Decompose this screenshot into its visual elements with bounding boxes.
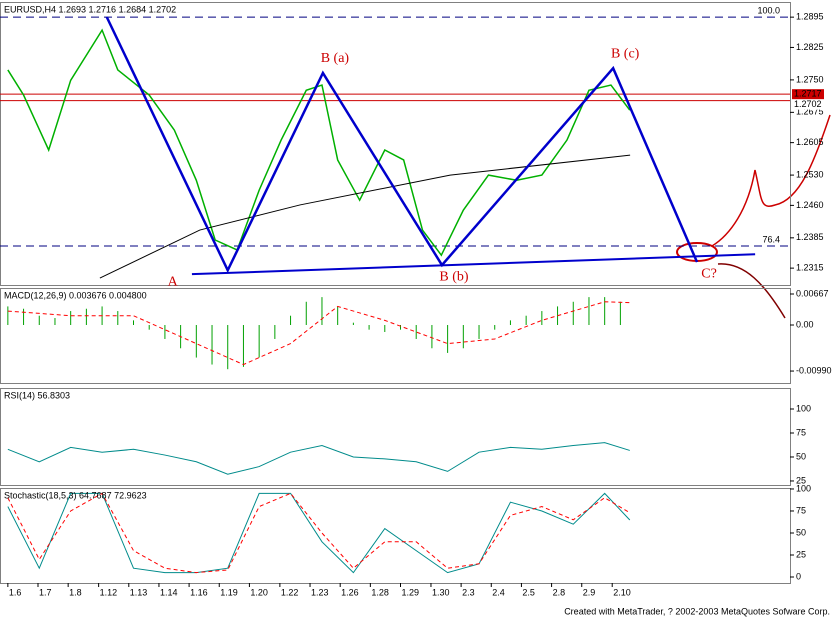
x-tick-label: 1.26 bbox=[341, 587, 359, 597]
y-tick-label: 1.2675 bbox=[796, 107, 824, 117]
series-line bbox=[99, 154, 631, 279]
y-tick-label: 1.2530 bbox=[796, 169, 824, 179]
panel-title: RSI(14) 56.8303 bbox=[4, 390, 70, 400]
wave-label: A bbox=[168, 275, 179, 290]
x-tick-label: 1.16 bbox=[190, 587, 208, 597]
panel-title: Stochastic(18,5,3) 64.7687 72.9623 bbox=[4, 490, 147, 500]
x-tick-label: 2.4 bbox=[492, 587, 505, 597]
x-tick-label: 1.19 bbox=[220, 587, 238, 597]
price-tag-label: 1.2702 bbox=[794, 99, 822, 109]
y-tick-label: 1.2385 bbox=[796, 232, 824, 242]
y-tick-label: 25 bbox=[796, 475, 806, 485]
panel-title: MACD(12,26,9) 0.003676 0.004800 bbox=[4, 290, 147, 300]
y-tick-label: 1.2460 bbox=[796, 200, 824, 210]
panel-title: EURUSD,H4 1.2693 1.2716 1.2684 1.2702 bbox=[4, 4, 176, 14]
footer: Created with MetaTrader, ? 2002-2003 Met… bbox=[564, 606, 830, 616]
x-tick-label: 1.22 bbox=[281, 587, 299, 597]
x-tick-label: 1.6 bbox=[9, 587, 22, 597]
wave-label: C? bbox=[701, 266, 717, 281]
y-tick-label: 0.00667 bbox=[796, 288, 829, 298]
y-tick-label: -0.00990 bbox=[796, 365, 832, 375]
series-line bbox=[7, 28, 631, 257]
x-tick-label: 1.7 bbox=[39, 587, 52, 597]
x-tick-label: 2.8 bbox=[553, 587, 566, 597]
series-line bbox=[7, 442, 630, 475]
y-tick-label: 100 bbox=[796, 403, 811, 413]
series-line bbox=[7, 492, 631, 574]
y-tick-label: 1.2750 bbox=[796, 74, 824, 84]
wave-label: B (b) bbox=[439, 269, 469, 284]
y-tick-label: 50 bbox=[796, 527, 806, 537]
series-line bbox=[7, 492, 631, 574]
wave-label: B (a) bbox=[321, 51, 350, 66]
price-tag bbox=[792, 99, 824, 110]
panel-frame bbox=[0, 2, 791, 286]
forecast-down bbox=[717, 263, 786, 319]
price-tag bbox=[792, 89, 824, 100]
x-tick-label: 1.8 bbox=[69, 587, 82, 597]
y-tick-label: 75 bbox=[796, 505, 806, 515]
x-tick-label: 1.23 bbox=[311, 587, 329, 597]
forecast-up bbox=[711, 114, 831, 247]
x-tick-label: 1.29 bbox=[401, 587, 419, 597]
series-line bbox=[105, 16, 699, 274]
fib-label: 76.4 bbox=[762, 234, 780, 244]
fib-label: 100.0 bbox=[757, 6, 780, 16]
x-tick-label: 1.13 bbox=[130, 587, 148, 597]
y-tick-label: 25 bbox=[796, 549, 806, 559]
x-tick-label: 1.20 bbox=[250, 587, 268, 597]
y-tick-label: 75 bbox=[796, 427, 806, 437]
y-tick-label: 100 bbox=[796, 483, 811, 493]
series-line bbox=[191, 253, 756, 276]
x-tick-label: 2.3 bbox=[462, 587, 475, 597]
x-tick-label: 1.14 bbox=[160, 587, 178, 597]
x-tick-label: 1.12 bbox=[100, 587, 118, 597]
y-tick-label: 0.00 bbox=[796, 319, 814, 329]
y-tick-label: 1.2825 bbox=[796, 42, 824, 52]
panel-frame bbox=[0, 288, 791, 384]
panel-frame bbox=[0, 388, 791, 486]
x-tick-label: 1.30 bbox=[432, 587, 450, 597]
y-tick-label: 1.2315 bbox=[796, 262, 824, 272]
x-tick-label: 1.28 bbox=[371, 587, 389, 597]
x-tick-label: 2.9 bbox=[583, 587, 596, 597]
y-tick-label: 1.2895 bbox=[796, 12, 824, 22]
panel-frame bbox=[0, 488, 791, 584]
x-tick-label: 2.10 bbox=[613, 587, 631, 597]
wave-label: B (c) bbox=[611, 46, 640, 61]
y-tick-label: 0 bbox=[796, 571, 801, 581]
y-tick-label: 50 bbox=[796, 451, 806, 461]
y-tick-label: 1.2605 bbox=[796, 137, 824, 147]
series-line bbox=[7, 301, 630, 366]
price-tag-label: 1.2717 bbox=[794, 89, 822, 99]
x-tick-label: 2.5 bbox=[522, 587, 535, 597]
